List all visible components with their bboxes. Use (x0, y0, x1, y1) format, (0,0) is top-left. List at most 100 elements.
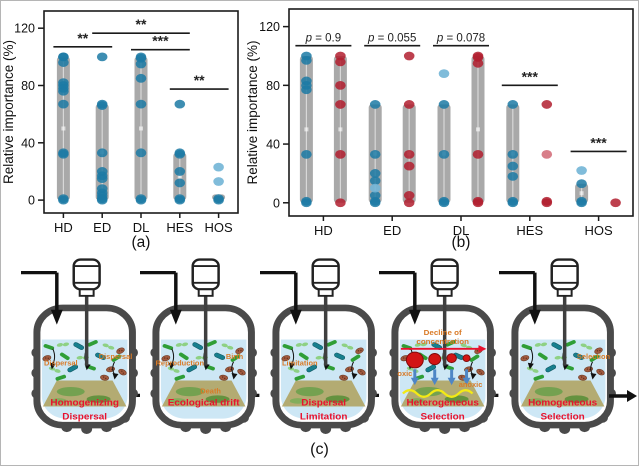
reactor-label-line1: Ecological drift (168, 398, 241, 409)
data-point (507, 100, 519, 109)
microbe-icon (192, 342, 204, 350)
reactor-ecological-drift: Reproduction Birth Death Ecological drif… (140, 254, 260, 440)
data-point (403, 198, 415, 208)
data-point (472, 198, 484, 208)
microbe-icon (95, 352, 107, 360)
x-category-label: HES (166, 220, 193, 235)
data-point (96, 148, 108, 158)
microbe-icon (357, 368, 366, 376)
reactor-label-line2: Selection (421, 412, 465, 423)
reactor-label-line1: Homogenizing (50, 398, 119, 409)
inflow-pipe (140, 270, 183, 325)
microbe-icon (593, 347, 603, 354)
reactor-annotation-mid: Death (201, 387, 222, 396)
x-category-label: DL (453, 223, 470, 238)
microbe-icon (350, 354, 361, 362)
microbe-icon (312, 342, 323, 350)
data-point (58, 149, 69, 159)
data-point (213, 195, 224, 205)
bioreactor-icon: Limitation Dispersal Limitation (259, 258, 380, 434)
reactor-homogenizing-dispersal: Dispersal Dispersal Homogenizing Dispers… (21, 254, 141, 440)
x-category-label: HES (516, 223, 543, 238)
microbe-icon (414, 342, 428, 347)
microbe-icon (476, 368, 485, 376)
reactor-row: Dispersal Dispersal Homogenizing Dispers… (21, 254, 618, 440)
microbe-icon (179, 352, 190, 361)
reactor-label-line2: Dispersal (62, 412, 107, 423)
microbe-icon (55, 374, 67, 381)
reactor-label-line1: Homogeneous (528, 398, 597, 409)
reactor-homogeneous-selection: Selection Homogeneous Selection (498, 254, 618, 440)
significance-label: p = 0.078 (436, 33, 485, 45)
data-point (507, 198, 519, 208)
microbe-icon (231, 354, 241, 362)
data-point (96, 195, 108, 205)
y-axis-label: Relative importance (%) (1, 40, 16, 184)
microbe-icon (87, 340, 98, 347)
microbe-icon (162, 344, 174, 350)
microbe-icon (469, 354, 480, 362)
data-point (174, 99, 186, 109)
x-category-label: DL (133, 220, 150, 235)
data-point (135, 59, 147, 69)
data-point (335, 149, 346, 159)
data-point (507, 161, 519, 171)
microbe-icon (306, 364, 317, 373)
microbe-icon (116, 347, 125, 354)
microbe-icon (161, 355, 171, 362)
y-tick-label: 120 (14, 22, 35, 36)
microbe-icon (425, 364, 437, 373)
data-point (610, 198, 621, 208)
bioreactor-icon: Reproduction Birth Death Ecological drif… (140, 258, 260, 434)
decline-text-2: concentration (417, 337, 470, 346)
x-category-label: ED (93, 220, 111, 235)
y-axis-label: Relative importance (%) (245, 40, 260, 184)
chart-panel-b: 0 40 80 120 Relative importance (%) HD ED DL HES… (245, 8, 634, 251)
data-point (438, 198, 450, 208)
y-tick-label: 0 (28, 194, 35, 208)
data-point (174, 149, 186, 159)
microbe-icon (42, 355, 52, 362)
microbe-icon (534, 342, 547, 347)
microbe-icon (294, 374, 305, 381)
microbe-icon (580, 343, 592, 350)
data-point-light (213, 162, 224, 172)
bioreactor-icon: Dispersal Dispersal Homogenizing Dispers… (21, 258, 141, 434)
data-point-light (438, 69, 450, 78)
microbe-icon (206, 340, 218, 347)
mean-marker (139, 126, 143, 131)
inflow-pipe (259, 270, 302, 325)
mean-marker (579, 191, 584, 196)
data-point (335, 100, 346, 109)
x-category-label: ED (383, 223, 401, 238)
data-point (472, 58, 484, 68)
data-point (438, 149, 450, 159)
redox-interface-wave (402, 389, 474, 398)
reactor-label-line1: Dispersal (301, 398, 346, 409)
diffusion-arrows (411, 369, 471, 386)
microbe-icon (102, 343, 115, 350)
data-point (335, 80, 346, 90)
y-tick-label: 120 (259, 20, 280, 34)
data-point (301, 149, 312, 159)
significance-label: ** (194, 72, 205, 88)
microbe-icon (237, 368, 247, 376)
significance-label: *** (522, 68, 539, 84)
reactor-annotation-right: Birth (226, 352, 243, 361)
significance-label: *** (590, 134, 607, 150)
microbe-icon (186, 364, 198, 373)
microbe-icon (521, 344, 532, 350)
significance-label: ** (77, 30, 88, 46)
bioreactor-icon: Decline of concentration oxic anoxic (379, 258, 499, 434)
reactor-annotation-left: Dispersal (44, 359, 78, 368)
data-point (174, 178, 186, 188)
microbe-icon (214, 352, 226, 360)
data-point (403, 51, 415, 61)
data-point (135, 73, 147, 83)
data-point (369, 169, 381, 178)
microbe-icon (295, 342, 308, 347)
mean-marker (304, 127, 309, 132)
reactor-annotation-right: anoxic (459, 380, 483, 389)
microbe-icon (56, 342, 70, 347)
